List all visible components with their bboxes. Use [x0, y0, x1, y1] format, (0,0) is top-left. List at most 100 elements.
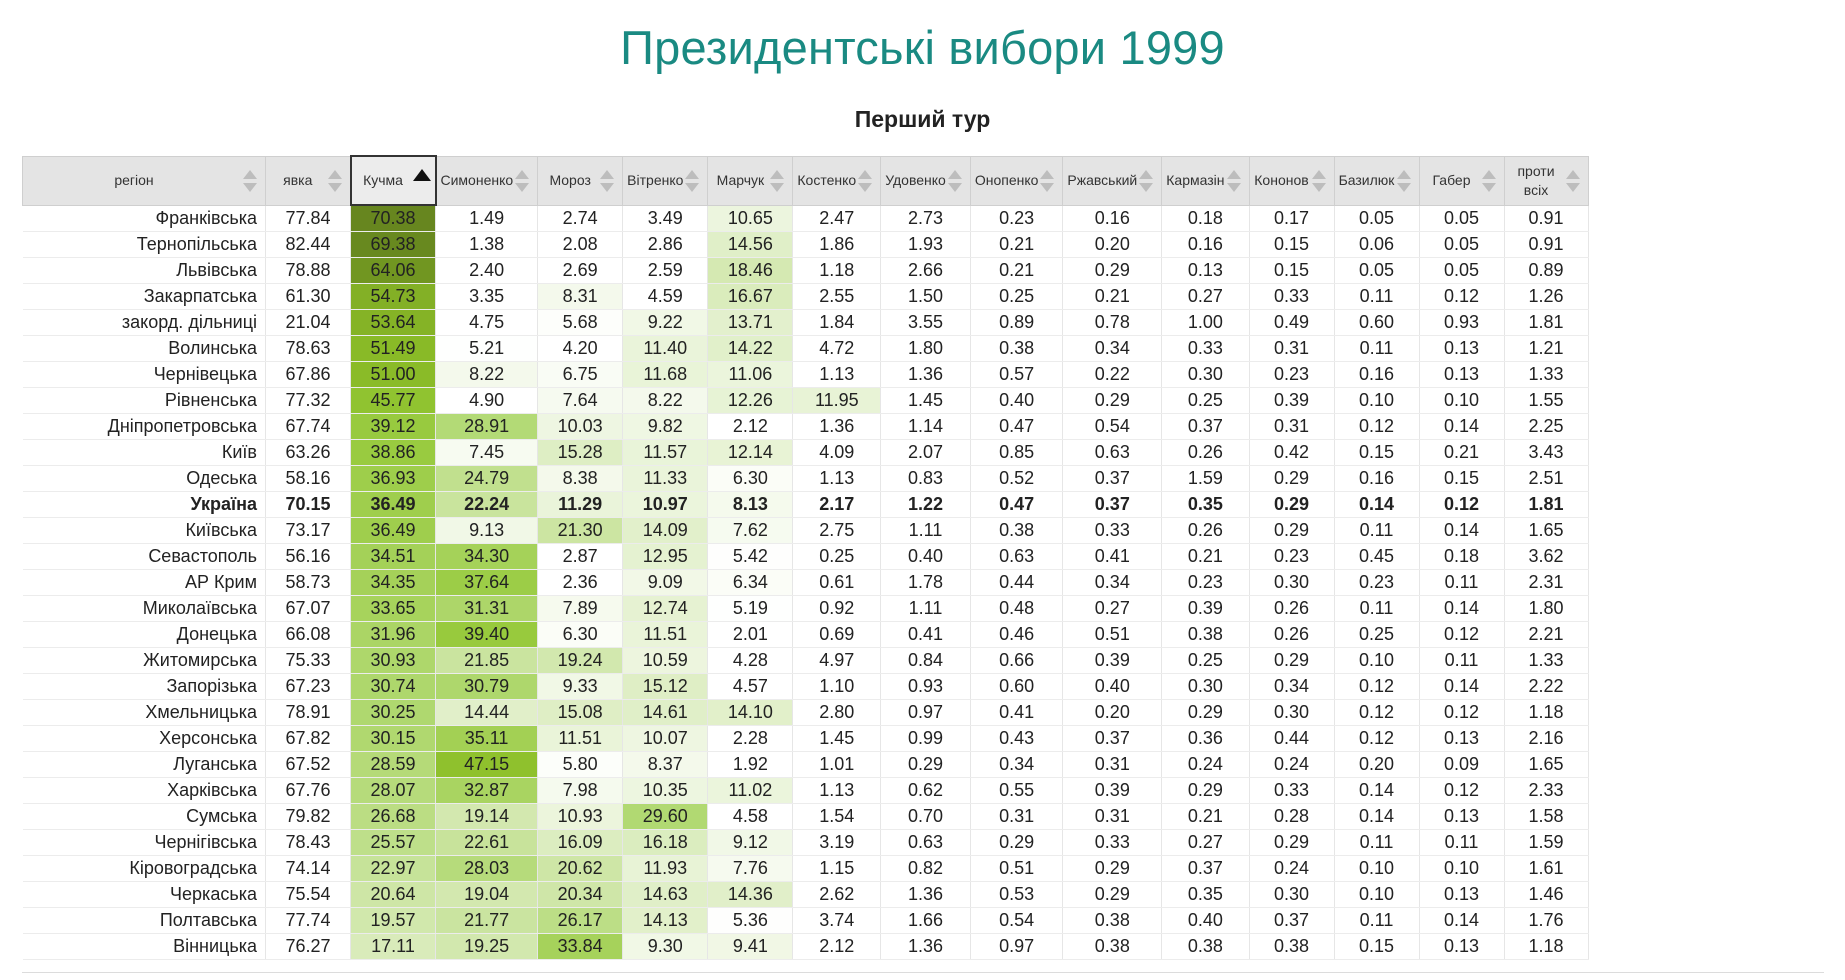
value-cell: 19.04: [435, 881, 539, 908]
value-cell: 0.38: [1062, 907, 1163, 934]
table-row: АР Крим 58.73 34.35 37.64 2.36 9.09 6.34 0.61 1.…: [22, 569, 1589, 596]
region-cell: Харківська: [22, 777, 266, 804]
value-cell: 1.92: [707, 751, 794, 778]
value-cell: 1.81: [1504, 309, 1589, 336]
value-cell: 0.31: [1249, 335, 1335, 362]
table-row: закорд. дільниці 21.04 53.64 4.75 5.68 9.22 13…: [22, 309, 1589, 336]
value-cell: 9.12: [707, 829, 794, 856]
column-header-9[interactable]: Онопенко: [969, 155, 1064, 206]
value-cell: 0.15: [1249, 231, 1335, 258]
region-cell: Вінницька: [22, 933, 266, 960]
region-cell: Черкаська: [22, 881, 266, 908]
value-cell: 2.07: [880, 439, 971, 466]
value-cell: 6.75: [537, 361, 624, 388]
sort-icon[interactable]: [327, 169, 342, 193]
value-cell: 0.13: [1419, 725, 1505, 752]
value-cell: 0.29: [1249, 829, 1335, 856]
column-header-6[interactable]: Марчук: [707, 155, 794, 206]
value-cell: 9.82: [622, 413, 709, 440]
column-header-0[interactable]: регіон: [22, 155, 266, 206]
region-cell: Волинська: [22, 335, 266, 362]
sort-icon[interactable]: [1481, 169, 1496, 193]
value-cell: 76.27: [265, 933, 351, 960]
value-cell: 1.36: [880, 361, 971, 388]
column-header-1[interactable]: явка: [265, 155, 351, 206]
value-cell: 0.12: [1334, 699, 1420, 726]
table-row: Запорізька 67.23 30.74 30.79 9.33 15.12 4.57 1.…: [22, 673, 1589, 700]
table-row: Чернівецька 67.86 51.00 8.22 6.75 11.68 11.06 1…: [22, 361, 1589, 388]
value-cell: 12.74: [622, 595, 709, 622]
table-row: Київська 73.17 36.49 9.13 21.30 14.09 7.62 2.75…: [22, 517, 1589, 544]
value-cell: 2.22: [1504, 673, 1589, 700]
region-cell: Київська: [22, 517, 266, 544]
value-cell: 32.87: [435, 777, 539, 804]
value-cell: 1.18: [1504, 699, 1589, 726]
column-header-8[interactable]: Удовенко: [880, 155, 971, 206]
value-cell: 61.30: [265, 283, 351, 310]
value-cell: 0.78: [1062, 309, 1163, 336]
value-cell: 21.04: [265, 309, 351, 336]
sort-descending-icon[interactable]: [412, 168, 431, 193]
sort-icon[interactable]: [600, 169, 615, 193]
column-header-2[interactable]: Кучма: [349, 155, 437, 206]
column-header-15[interactable]: проти всіх: [1503, 155, 1589, 206]
column-header-10[interactable]: Ржавський: [1062, 155, 1163, 206]
sort-icon[interactable]: [770, 169, 785, 193]
column-header-12[interactable]: Кононов: [1248, 155, 1335, 206]
value-cell: 15.08: [537, 699, 624, 726]
column-header-14[interactable]: Габер: [1418, 155, 1505, 206]
value-cell: 3.49: [622, 205, 709, 232]
column-header-4[interactable]: Мороз: [537, 155, 624, 206]
value-cell: 47.15: [435, 751, 539, 778]
region-cell: Донецька: [22, 621, 266, 648]
value-cell: 2.17: [792, 491, 882, 518]
value-cell: 6.34: [707, 569, 794, 596]
value-cell: 0.27: [1062, 595, 1163, 622]
value-cell: 0.23: [970, 205, 1064, 232]
value-cell: 1.55: [1504, 387, 1589, 414]
sort-icon[interactable]: [1040, 169, 1055, 193]
sort-icon[interactable]: [1311, 169, 1326, 193]
sort-icon[interactable]: [685, 169, 700, 193]
column-header-3[interactable]: Симоненко: [434, 155, 539, 206]
value-cell: 0.17: [1249, 205, 1335, 232]
column-header-7[interactable]: Костенко: [792, 155, 882, 206]
sort-icon[interactable]: [1565, 169, 1580, 193]
value-cell: 0.38: [970, 335, 1064, 362]
region-cell: Хмельницька: [22, 699, 266, 726]
table-row: Франківська 77.84 70.38 1.49 2.74 3.49 10.65 2.…: [22, 205, 1589, 232]
value-cell: 0.82: [880, 855, 971, 882]
column-header-11[interactable]: Кармазін: [1161, 155, 1250, 206]
column-header-5[interactable]: Вітренко: [622, 155, 709, 206]
value-cell: 1.38: [435, 231, 539, 258]
value-cell: 0.34: [1062, 335, 1163, 362]
sort-icon[interactable]: [947, 169, 962, 193]
sort-icon[interactable]: [1226, 169, 1241, 193]
sort-icon[interactable]: [1139, 169, 1154, 193]
value-cell: 0.38: [970, 517, 1064, 544]
region-cell: Херсонська: [22, 725, 266, 752]
sort-icon[interactable]: [858, 169, 873, 193]
column-header-13[interactable]: Базилюк: [1333, 155, 1420, 206]
sort-icon[interactable]: [1396, 169, 1411, 193]
value-cell: 0.12: [1334, 413, 1420, 440]
value-cell: 45.77: [350, 387, 436, 414]
value-cell: 0.30: [1161, 673, 1250, 700]
value-cell: 0.43: [970, 725, 1064, 752]
value-cell: 0.21: [970, 257, 1064, 284]
sort-icon[interactable]: [515, 169, 530, 193]
value-cell: 28.91: [435, 413, 539, 440]
sort-icon[interactable]: [243, 169, 257, 193]
value-cell: 0.14: [1419, 907, 1505, 934]
value-cell: 0.30: [1249, 699, 1335, 726]
value-cell: 4.75: [435, 309, 539, 336]
value-cell: 0.31: [1062, 803, 1163, 830]
value-cell: 75.54: [265, 881, 351, 908]
value-cell: 25.57: [350, 829, 436, 856]
value-cell: 0.26: [1161, 439, 1250, 466]
column-header-label: Вітренко: [627, 172, 684, 188]
value-cell: 1.78: [880, 569, 971, 596]
value-cell: 0.12: [1334, 673, 1420, 700]
value-cell: 14.09: [622, 517, 709, 544]
value-cell: 4.28: [707, 647, 794, 674]
